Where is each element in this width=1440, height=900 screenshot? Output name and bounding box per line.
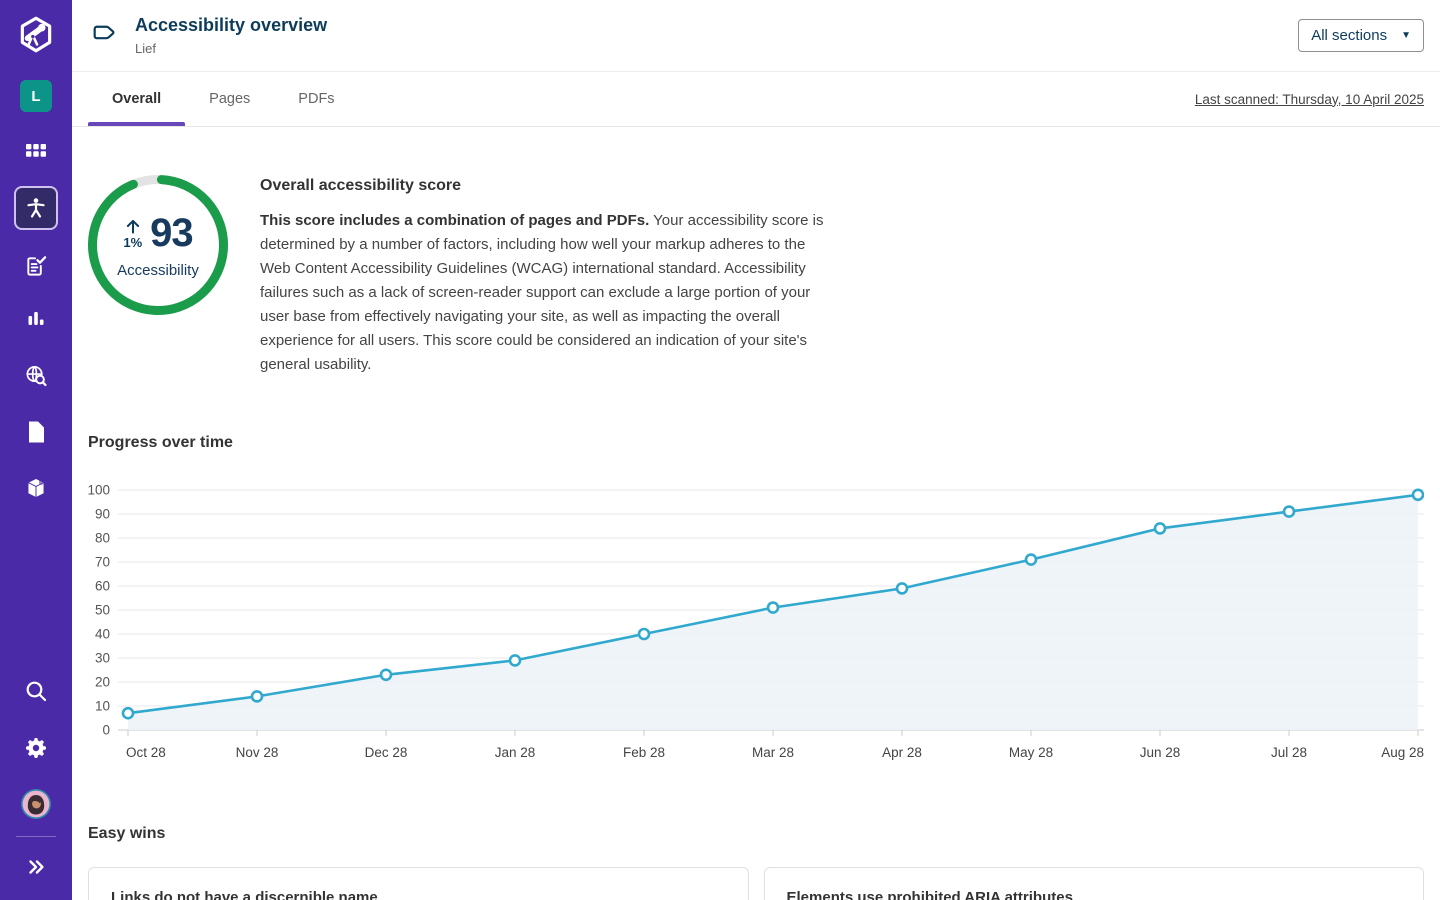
svg-text:60: 60 [95, 579, 110, 594]
svg-text:30: 30 [95, 651, 110, 666]
expand-sidebar-icon[interactable] [25, 856, 47, 878]
svg-text:Oct 28: Oct 28 [126, 745, 166, 760]
chevron-down-icon: ▼ [1401, 30, 1411, 41]
user-avatar[interactable] [20, 788, 52, 820]
svg-text:Jan 28: Jan 28 [495, 745, 536, 760]
package-icon[interactable] [24, 476, 48, 500]
easy-wins-heading: Easy wins [88, 825, 166, 842]
last-scanned-link[interactable]: Last scanned: Thursday, 10 April 2025 [1194, 91, 1424, 107]
score-heading: Overall accessibility score [260, 177, 462, 194]
svg-text:20: 20 [95, 675, 110, 690]
easy-win-card-title: Links do not have a discernible name [111, 889, 378, 900]
svg-text:90: 90 [95, 507, 110, 522]
content: 1% 93 Accessibility Overall accessibilit… [72, 127, 1440, 900]
svg-text:10: 10 [95, 699, 110, 714]
score-description: This score includes a combination of pag… [260, 209, 838, 377]
svg-text:50: 50 [95, 603, 110, 618]
section-tag-icon [90, 20, 117, 52]
svg-text:May 28: May 28 [1009, 745, 1053, 760]
svg-text:Dec 28: Dec 28 [365, 745, 408, 760]
tab-pdfs[interactable]: PDFs [298, 91, 335, 107]
score-section: 1% 93 Accessibility Overall accessibilit… [87, 171, 1424, 377]
tabs-bar: Overall Pages PDFs Last scanned: Thursda… [72, 72, 1440, 127]
svg-text:Feb 28: Feb 28 [623, 745, 665, 760]
site-avatar[interactable]: L [20, 80, 52, 112]
sections-dropdown[interactable]: All sections ▼ [1298, 19, 1424, 52]
report-edit-icon[interactable] [25, 254, 48, 277]
svg-text:0: 0 [102, 723, 110, 738]
silktide-logo-icon[interactable] [15, 14, 57, 56]
tabs: Overall Pages PDFs [88, 72, 359, 126]
easy-win-card-title: Elements use prohibited ARIA attributes [786, 889, 1073, 900]
svg-text:Apr 28: Apr 28 [882, 745, 922, 760]
page-title: Accessibility overview [135, 15, 328, 35]
apps-grid-icon[interactable] [25, 140, 47, 162]
sidebar-divider [16, 836, 56, 837]
svg-text:Jun 28: Jun 28 [1140, 745, 1181, 760]
bar-chart-icon[interactable] [25, 307, 47, 329]
tab-overall[interactable]: Overall [88, 72, 186, 126]
score-value: 93 [150, 211, 193, 255]
svg-text:Jul 28: Jul 28 [1271, 745, 1307, 760]
svg-text:Aug 28: Aug 28 [1381, 745, 1424, 760]
easy-win-card[interactable]: Links do not have a discernible name [88, 867, 749, 900]
easy-wins-cards: Links do not have a discernible name Ele… [88, 867, 1424, 900]
score-trend-up-icon [126, 219, 139, 234]
gear-icon[interactable] [24, 736, 48, 760]
score-ring: 1% 93 Accessibility [84, 171, 232, 319]
svg-text:80: 80 [95, 531, 110, 546]
score-description-bold: This score includes a combination of pag… [260, 212, 650, 229]
web-search-icon[interactable] [25, 364, 48, 387]
score-label: Accessibility [117, 262, 199, 279]
sidebar-item-accessibility[interactable] [14, 186, 58, 230]
easy-win-card[interactable]: Elements use prohibited ARIA attributes [763, 867, 1424, 900]
main-panel: Accessibility overview Lief All sections… [72, 0, 1440, 900]
tab-pages[interactable]: Pages [209, 91, 251, 107]
svg-text:Mar 28: Mar 28 [752, 745, 794, 760]
score-description-rest: Your accessibility score is determined b… [260, 212, 824, 373]
document-icon[interactable] [25, 420, 47, 444]
accessibility-icon [27, 198, 45, 218]
svg-text:Nov 28: Nov 28 [236, 745, 279, 760]
svg-text:100: 100 [88, 483, 110, 498]
score-delta: 1% [123, 234, 143, 250]
progress-heading: Progress over time [88, 434, 233, 451]
progress-chart: 0 10 20 30 40 50 60 70 80 90 100 Oct 28 Nov 28 Dec 28… [87, 480, 1425, 777]
search-icon[interactable] [24, 679, 48, 703]
svg-text:40: 40 [95, 627, 110, 642]
svg-text:70: 70 [95, 555, 110, 570]
sections-dropdown-value: All sections [1311, 27, 1388, 44]
page-subtitle: Lief [135, 41, 156, 56]
page-header: Accessibility overview Lief All sections… [72, 0, 1440, 72]
sidebar: L [0, 0, 72, 900]
